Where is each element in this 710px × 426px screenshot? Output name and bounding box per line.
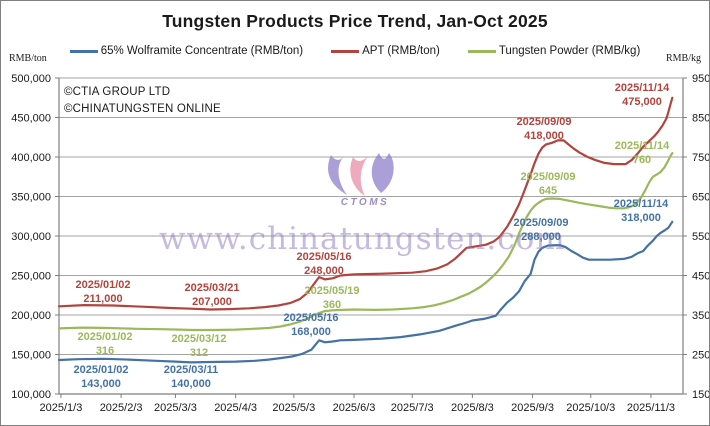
x-axis-tick-label: 2025/11/3 [627, 402, 675, 414]
y-right-tick-label: 550 [692, 231, 710, 243]
legend: 65% Wolframite Concentrate (RMB/ton) APT… [1, 43, 709, 59]
y-left-tick-label: 350,000 [11, 192, 51, 204]
right-axis-unit-label: RMB/kg [665, 53, 701, 64]
y-left-tick-label: 200,000 [11, 310, 51, 322]
copyright-line-1: ©CTIA GROUP LTD [64, 86, 171, 98]
legend-label-apt: APT (RMB/ton) [362, 45, 440, 57]
data-annotation: 2025/05/19 360 [304, 285, 360, 311]
data-annotation: 2025/05/16 168,000 [283, 312, 339, 338]
y-left-tick-label: 100,000 [11, 389, 51, 401]
data-annotation: 2025/01/02 143,000 [73, 364, 129, 390]
x-axis-tick-label: 2025/7/3 [391, 402, 434, 414]
x-axis-tick-label: 2025/5/3 [272, 402, 315, 414]
y-right-tick-label: 350 [692, 310, 710, 322]
series-line-0 [57, 220, 674, 364]
data-annotation: 2025/09/09 418,000 [516, 116, 572, 142]
copyright-note: ©CTIA GROUP LTD ©CHINATUNGSTEN ONLINE [64, 84, 221, 118]
data-annotation: 2025/11/14 475,000 [614, 82, 670, 108]
y-right-tick-label: 750 [692, 152, 710, 164]
legend-item-wolframite: 65% Wolframite Concentrate (RMB/ton) [69, 45, 304, 57]
y-left-tick-label: 500,000 [11, 73, 51, 85]
y-right-tick-label: 950 [692, 73, 710, 85]
data-annotation: 2025/03/21 207,000 [184, 282, 240, 308]
data-annotation: 2025/03/11 140,000 [163, 364, 219, 390]
y-right-tick-label: 450 [692, 271, 710, 283]
series-line-2 [57, 152, 674, 332]
legend-item-tungsten-powder: Tungsten Powder (RMB/kg) [467, 45, 641, 57]
wolframite-line-swatch [69, 49, 98, 53]
data-annotation: 2025/01/02 316 [77, 331, 133, 357]
y-left-tick-label: 400,000 [11, 152, 51, 164]
y-left-tick-label: 150,000 [11, 350, 51, 362]
x-axis-tick-label: 2025/9/3 [511, 402, 554, 414]
legend-label-wolframite: 65% Wolframite Concentrate (RMB/ton) [100, 45, 304, 57]
x-axis-tick-label: 2025/10/3 [566, 402, 615, 414]
legend-item-apt: APT (RMB/ton) [331, 45, 440, 57]
data-annotation: 2025/11/14 760 [614, 140, 670, 166]
series-line-1 [57, 96, 674, 311]
tungsten-powder-line-swatch [467, 49, 496, 53]
legend-label-tungsten-powder: Tungsten Powder (RMB/kg) [498, 45, 641, 57]
x-axis-tick-label: 2025/8/3 [451, 402, 494, 414]
data-annotation: 2025/09/09 645 [520, 171, 576, 197]
data-annotation: 2025/11/14 318,000 [613, 198, 669, 224]
y-right-tick-label: 850 [692, 113, 710, 125]
y-right-tick-label: 150 [692, 389, 710, 401]
y-left-tick-label: 450,000 [11, 113, 51, 125]
data-annotation: 2025/03/12 312 [171, 333, 227, 359]
y-left-tick-label: 250,000 [11, 271, 51, 283]
x-axis-tick-label: 2025/3/3 [154, 402, 197, 414]
y-right-tick-label: 650 [692, 192, 710, 204]
x-axis-tick-label: 2025/1/3 [40, 402, 83, 414]
chart-title: Tungsten Products Price Trend, Jan-Oct 2… [162, 11, 548, 31]
y-left-tick-label: 300,000 [11, 231, 51, 243]
apt-line-swatch [331, 49, 360, 53]
data-annotation: 2025/01/02 211,000 [75, 279, 131, 305]
left-axis-unit-label: RMB/ton [9, 53, 47, 64]
x-axis-tick-label: 2025/4/3 [214, 402, 257, 414]
copyright-line-2: ©CHINATUNGSTEN ONLINE [64, 103, 221, 115]
x-axis-tick-label: 2025/2/3 [100, 402, 143, 414]
x-axis-tick-label: 2025/6/3 [333, 402, 376, 414]
y-right-tick-label: 250 [692, 350, 710, 362]
data-annotation: 2025/09/09 288,000 [513, 217, 569, 243]
data-annotation: 2025/05/16 248,000 [296, 251, 352, 277]
